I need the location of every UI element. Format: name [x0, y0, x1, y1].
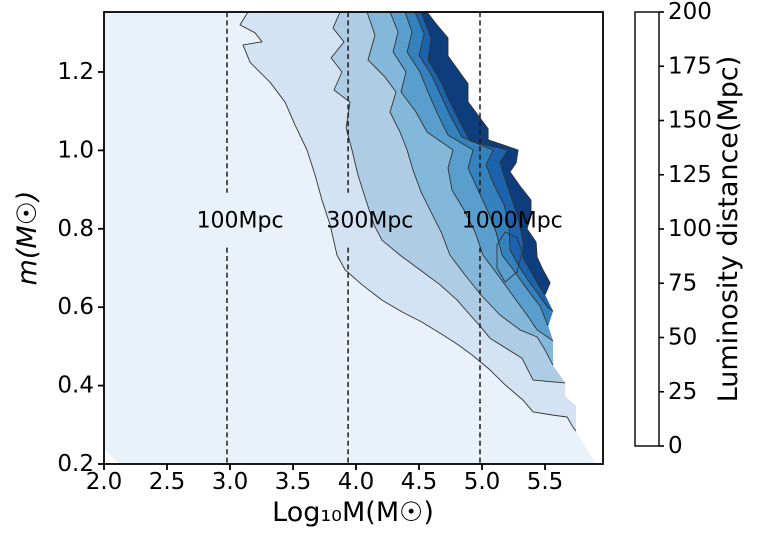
y-tick-label: 0.4 — [57, 373, 94, 399]
plot-border — [103, 11, 604, 465]
x-tick-label: 5.0 — [464, 469, 501, 495]
x-tick-label: 4.0 — [338, 469, 375, 495]
contour-line-125 — [404, 11, 549, 327]
colorbar-tick-label: 100 — [668, 216, 712, 242]
y-axis: 0.2 0.4 0.6 0.8 1.0 1.2 — [57, 59, 104, 477]
x-axis: 2.0 2.5 3.0 3.5 4.0 4.5 5.0 5.5 — [86, 464, 564, 495]
colorbar-tick-label: 125 — [668, 162, 712, 188]
contour-lines — [239, 11, 577, 432]
colorbar: 0 25 50 75 100 125 150 175 200 — [634, 0, 712, 459]
x-tick-label: 3.5 — [275, 469, 312, 495]
y-tick-label: 1.2 — [57, 59, 94, 85]
y-tick-label: 0.6 — [57, 294, 94, 320]
colorbar-frame — [634, 11, 660, 447]
reference-lines: 100Mpc 300Mpc 1000Mpc — [197, 12, 563, 464]
colorbar-tick-label: 175 — [668, 53, 712, 79]
reference-line-label: 300Mpc — [326, 208, 413, 233]
contour-core-loop — [496, 231, 523, 283]
contour-line-25 — [239, 11, 577, 432]
y-tick-label: 1.0 — [57, 137, 94, 163]
y-tick-label: 0.2 — [57, 451, 94, 477]
contour-line-175 — [420, 11, 546, 296]
colorbar-tick-label: 150 — [668, 108, 712, 134]
colorbar-tick-label: 50 — [668, 325, 697, 351]
contour-line-150 — [414, 11, 554, 312]
y-axis-label: m(M☉) — [12, 191, 43, 286]
x-tick-label: 3.0 — [212, 469, 249, 495]
x-tick-label: 2.0 — [86, 469, 123, 495]
contour-line-50 — [330, 11, 566, 384]
y-tick-label: 0.8 — [57, 216, 94, 242]
x-tick-label: 2.5 — [149, 469, 186, 495]
x-tick-label: 4.5 — [401, 469, 438, 495]
axes-frame — [103, 11, 604, 465]
reference-line-label: 1000Mpc — [462, 208, 563, 233]
band-175-200 — [421, 12, 551, 295]
contour-line-200 — [426, 11, 551, 296]
colorbar-tick-label: 25 — [668, 379, 697, 405]
x-tick-label: 5.5 — [527, 469, 564, 495]
x-axis-label: Log₁₀M(M☉) — [272, 497, 434, 528]
colorbar-tick-label: 200 — [668, 0, 712, 25]
reference-line-label: 100Mpc — [197, 208, 284, 233]
inner-contour — [496, 231, 523, 283]
contour-line-75 — [366, 11, 554, 366]
colorbar-tick-label: 0 — [668, 433, 683, 459]
colorbar-label: Luminosity distance(Mpc) — [713, 56, 744, 403]
colorbar-tick-label: 75 — [668, 270, 697, 296]
contour-line-100 — [389, 11, 554, 342]
